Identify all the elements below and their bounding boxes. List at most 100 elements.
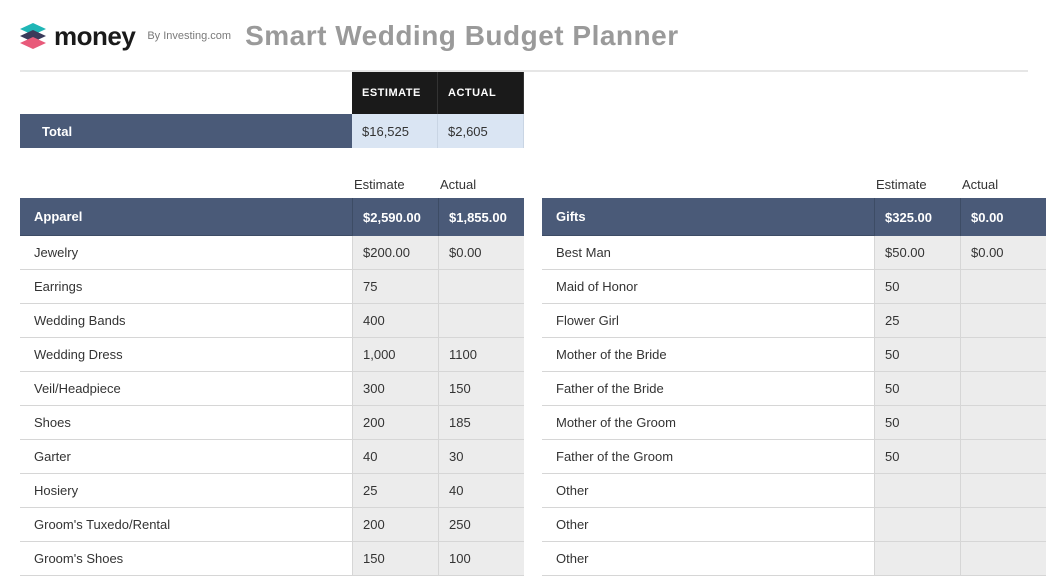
left-actual-label: Actual — [438, 177, 524, 192]
right-item-estimate[interactable]: 50 — [874, 372, 960, 405]
right-item-name[interactable]: Flower Girl — [542, 304, 874, 337]
left-item-actual[interactable]: 150 — [438, 372, 524, 405]
left-item-estimate[interactable]: 1,000 — [352, 338, 438, 371]
right-item-name[interactable]: Best Man — [542, 236, 874, 269]
left-item-estimate[interactable]: $200.00 — [352, 236, 438, 269]
right-item-estimate[interactable]: 50 — [874, 406, 960, 439]
left-item-row: Shoes200185 — [20, 406, 524, 440]
right-item-actual[interactable] — [960, 542, 1046, 575]
left-item-actual[interactable]: 30 — [438, 440, 524, 473]
right-item-name[interactable]: Father of the Bride — [542, 372, 874, 405]
left-item-row: Veil/Headpiece300150 — [20, 372, 524, 406]
right-item-row: Mother of the Bride50 — [542, 338, 1046, 372]
summary-head-actual: ACTUAL — [438, 72, 524, 114]
right-item-estimate[interactable]: 25 — [874, 304, 960, 337]
right-item-row: Father of the Bride50 — [542, 372, 1046, 406]
left-item-row: Groom's Tuxedo/Rental200250 — [20, 508, 524, 542]
summary-block: ESTIMATE ACTUAL Total $16,525 $2,605 — [20, 72, 1028, 148]
left-item-name[interactable]: Veil/Headpiece — [20, 372, 352, 405]
right-item-actual[interactable] — [960, 338, 1046, 371]
left-item-estimate[interactable]: 25 — [352, 474, 438, 507]
right-estimate-label: Estimate — [874, 177, 960, 192]
left-item-actual[interactable] — [438, 270, 524, 303]
left-item-actual[interactable]: 100 — [438, 542, 524, 575]
right-item-row: Other — [542, 542, 1046, 576]
left-item-actual[interactable]: 185 — [438, 406, 524, 439]
right-item-row: Maid of Honor50 — [542, 270, 1046, 304]
right-item-name[interactable]: Maid of Honor — [542, 270, 874, 303]
left-col-head: Estimate Actual — [20, 170, 524, 198]
byline-text: By Investing.com — [147, 30, 231, 42]
summary-header-row: ESTIMATE ACTUAL — [352, 72, 1028, 114]
right-item-name[interactable]: Mother of the Groom — [542, 406, 874, 439]
right-item-actual[interactable] — [960, 508, 1046, 541]
left-item-estimate[interactable]: 400 — [352, 304, 438, 337]
left-category-actual: $1,855.00 — [438, 198, 524, 236]
left-item-row: Garter4030 — [20, 440, 524, 474]
left-item-estimate[interactable]: 150 — [352, 542, 438, 575]
left-item-name[interactable]: Hosiery — [20, 474, 352, 507]
right-item-row: Other — [542, 474, 1046, 508]
right-item-estimate[interactable] — [874, 508, 960, 541]
left-item-row: Jewelry$200.00$0.00 — [20, 236, 524, 270]
right-item-actual[interactable]: $0.00 — [960, 236, 1046, 269]
right-item-actual[interactable] — [960, 304, 1046, 337]
left-item-actual[interactable]: 250 — [438, 508, 524, 541]
left-item-name[interactable]: Wedding Dress — [20, 338, 352, 371]
left-item-estimate[interactable]: 200 — [352, 406, 438, 439]
right-item-row: Other — [542, 508, 1046, 542]
summary-total-actual: $2,605 — [438, 114, 524, 148]
right-item-name[interactable]: Other — [542, 542, 874, 575]
logo-block: money By Investing.com — [20, 21, 231, 52]
left-item-name[interactable]: Shoes — [20, 406, 352, 439]
right-item-estimate[interactable]: 50 — [874, 440, 960, 473]
left-category-row: Apparel $2,590.00 $1,855.00 — [20, 198, 524, 236]
left-category-estimate: $2,590.00 — [352, 198, 438, 236]
left-item-actual[interactable]: $0.00 — [438, 236, 524, 269]
right-item-actual[interactable] — [960, 474, 1046, 507]
left-item-estimate[interactable]: 200 — [352, 508, 438, 541]
left-item-estimate[interactable]: 300 — [352, 372, 438, 405]
right-actual-label: Actual — [960, 177, 1046, 192]
right-item-row: Father of the Groom50 — [542, 440, 1046, 474]
summary-total-estimate: $16,525 — [352, 114, 438, 148]
header: money By Investing.com Smart Wedding Bud… — [20, 20, 1028, 72]
right-item-row: Flower Girl25 — [542, 304, 1046, 338]
summary-total-label: Total — [20, 114, 352, 148]
left-item-actual[interactable]: 40 — [438, 474, 524, 507]
left-item-name[interactable]: Jewelry — [20, 236, 352, 269]
left-item-estimate[interactable]: 40 — [352, 440, 438, 473]
left-item-estimate[interactable]: 75 — [352, 270, 438, 303]
right-category-name: Gifts — [542, 198, 874, 236]
money-logo-icon — [20, 23, 46, 49]
right-item-estimate[interactable]: $50.00 — [874, 236, 960, 269]
left-column: Estimate Actual Apparel $2,590.00 $1,855… — [20, 170, 524, 576]
right-item-estimate[interactable]: 50 — [874, 338, 960, 371]
right-item-name[interactable]: Father of the Groom — [542, 440, 874, 473]
right-item-name[interactable]: Mother of the Bride — [542, 338, 874, 371]
right-item-name[interactable]: Other — [542, 508, 874, 541]
right-category-actual: $0.00 — [960, 198, 1046, 236]
left-item-row: Wedding Bands400 — [20, 304, 524, 338]
summary-total-row: Total $16,525 $2,605 — [20, 114, 1028, 148]
left-item-row: Wedding Dress1,0001100 — [20, 338, 524, 372]
left-item-actual[interactable]: 1100 — [438, 338, 524, 371]
page-title: Smart Wedding Budget Planner — [245, 20, 679, 52]
left-item-name[interactable]: Groom's Shoes — [20, 542, 352, 575]
right-item-row: Mother of the Groom50 — [542, 406, 1046, 440]
right-item-actual[interactable] — [960, 406, 1046, 439]
right-item-estimate[interactable] — [874, 474, 960, 507]
left-item-actual[interactable] — [438, 304, 524, 337]
left-item-name[interactable]: Wedding Bands — [20, 304, 352, 337]
right-item-estimate[interactable]: 50 — [874, 270, 960, 303]
left-item-name[interactable]: Garter — [20, 440, 352, 473]
right-item-name[interactable]: Other — [542, 474, 874, 507]
left-item-name[interactable]: Groom's Tuxedo/Rental — [20, 508, 352, 541]
right-item-actual[interactable] — [960, 372, 1046, 405]
right-col-head: Estimate Actual — [542, 170, 1046, 198]
right-item-actual[interactable] — [960, 270, 1046, 303]
left-item-name[interactable]: Earrings — [20, 270, 352, 303]
right-item-actual[interactable] — [960, 440, 1046, 473]
right-item-estimate[interactable] — [874, 542, 960, 575]
right-category-estimate: $325.00 — [874, 198, 960, 236]
